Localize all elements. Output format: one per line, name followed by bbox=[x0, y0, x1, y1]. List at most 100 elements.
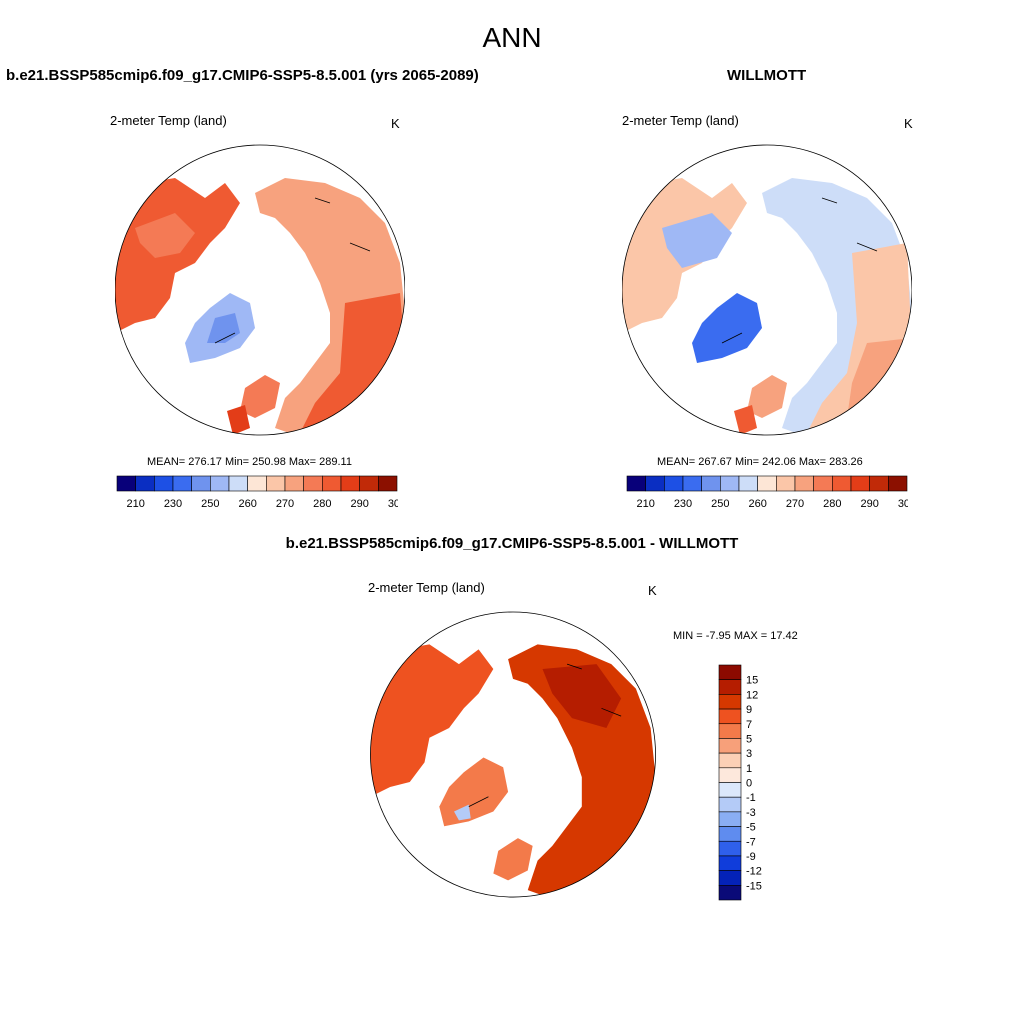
colorbar-tick-label: 1 bbox=[746, 763, 752, 775]
colorbar-box bbox=[626, 475, 646, 492]
colorbar-box bbox=[718, 708, 742, 725]
colorbar-tick-label: 230 bbox=[674, 498, 692, 510]
colorbar-box bbox=[718, 885, 742, 901]
diff-panel-polar-map bbox=[370, 611, 656, 898]
colorbar-box bbox=[303, 475, 323, 492]
colorbar-tick-label: 5 bbox=[746, 733, 752, 745]
colorbar-tick-label: 3 bbox=[746, 748, 752, 760]
panel-1-unit-label: K bbox=[391, 116, 400, 131]
colorbar-box bbox=[718, 870, 742, 886]
colorbar-tick-label: 0 bbox=[746, 778, 752, 790]
colorbar-tick-label: -15 bbox=[746, 880, 762, 892]
colorbar-box bbox=[718, 752, 742, 769]
colorbar-box bbox=[664, 475, 684, 492]
colorbar-box bbox=[359, 475, 379, 492]
colorbar-tick-label: 210 bbox=[126, 498, 144, 510]
colorbar-tick-label: 280 bbox=[823, 498, 841, 510]
colorbar-box bbox=[718, 840, 742, 857]
land-eurasia bbox=[508, 644, 656, 898]
panel-1-stats: MEAN= 276.17 Min= 250.98 Max= 289.11 bbox=[147, 456, 352, 468]
colorbar-box bbox=[266, 475, 286, 492]
colorbar-tick-label: 260 bbox=[238, 498, 256, 510]
colorbar-tick-label: -7 bbox=[746, 836, 756, 848]
colorbar-box bbox=[191, 475, 211, 492]
colorbar-box bbox=[757, 475, 777, 492]
colorbar-box bbox=[701, 475, 721, 492]
colorbar-tick-label: -3 bbox=[746, 807, 756, 819]
panel-1-polar-map bbox=[115, 144, 405, 436]
colorbar-tick-label: -9 bbox=[746, 851, 756, 863]
colorbar-tick-label: 300 bbox=[388, 498, 398, 510]
colorbar-tick-label: -1 bbox=[746, 792, 756, 804]
colorbar-box bbox=[718, 796, 742, 813]
diff-panel-heading: b.e21.BSSP585cmip6.f09_g17.CMIP6-SSP5-8.… bbox=[285, 535, 739, 552]
panel-1-heading: b.e21.BSSP585cmip6.f09_g17.CMIP6-SSP5-8.… bbox=[6, 67, 479, 84]
colorbar-box bbox=[718, 694, 742, 710]
colorbar-box bbox=[832, 475, 852, 492]
colorbar-box bbox=[718, 679, 742, 695]
colorbar-box bbox=[850, 475, 870, 492]
colorbar-box bbox=[154, 475, 174, 492]
panel-2-stats: MEAN= 267.67 Min= 242.06 Max= 283.26 bbox=[657, 456, 863, 468]
panel-2-colorbar: 210 230 250 260 270 280 290 300 bbox=[626, 475, 908, 510]
colorbar-box bbox=[228, 475, 248, 492]
colorbar-box bbox=[720, 475, 740, 492]
colorbar-box bbox=[718, 767, 742, 783]
panel-2-unit-label: K bbox=[904, 116, 913, 131]
colorbar-tick-label: 12 bbox=[746, 689, 758, 701]
colorbar-box bbox=[869, 475, 889, 492]
colorbar-box bbox=[682, 475, 702, 492]
colorbar-box bbox=[718, 855, 742, 871]
diff-panel-variable-label: 2-meter Temp (land) bbox=[368, 580, 485, 595]
colorbar-box bbox=[247, 475, 267, 492]
colorbar-tick-label: 300 bbox=[898, 498, 908, 510]
colorbar-box bbox=[718, 826, 742, 842]
colorbar-box bbox=[718, 811, 742, 827]
panel-1-variable-label: 2-meter Temp (land) bbox=[110, 113, 227, 128]
panel-2-heading: WILLMOTT bbox=[727, 67, 807, 84]
land-north-america bbox=[370, 644, 494, 797]
diff-panel-stats: MIN = -7.95 MAX = 17.42 bbox=[673, 630, 798, 642]
diff-colorbar: 15 12 9 7 5 3 1 0 -1 -3 -5 -7 -9 -12 -15 bbox=[718, 664, 762, 901]
colorbar-tick-label: 7 bbox=[746, 719, 752, 731]
colorbar-tick-label: 15 bbox=[746, 675, 758, 687]
colorbar-box bbox=[340, 475, 360, 492]
colorbar-box bbox=[718, 723, 742, 739]
colorbar-tick-label: 280 bbox=[313, 498, 331, 510]
colorbar-box bbox=[284, 475, 304, 492]
colorbar-tick-label: 290 bbox=[350, 498, 368, 510]
colorbar-tick-label: 270 bbox=[276, 498, 294, 510]
colorbar-tick-label: -5 bbox=[746, 822, 756, 834]
colorbar-tick-label: 260 bbox=[748, 498, 766, 510]
panel-2-polar-map bbox=[622, 144, 912, 436]
colorbar-box bbox=[172, 475, 192, 492]
colorbar-box bbox=[718, 664, 742, 680]
colorbar-box bbox=[210, 475, 230, 492]
colorbar-box bbox=[116, 475, 136, 492]
colorbar-tick-label: 270 bbox=[786, 498, 804, 510]
land-north-america bbox=[115, 178, 240, 333]
colorbar-tick-label: 250 bbox=[711, 498, 729, 510]
diff-panel-unit-label: K bbox=[648, 583, 657, 598]
colorbar-tick-label: 210 bbox=[636, 498, 654, 510]
colorbar-box bbox=[738, 475, 758, 492]
page-title: ANN bbox=[482, 22, 542, 53]
land-greenland bbox=[439, 757, 509, 827]
colorbar-box bbox=[776, 475, 796, 492]
colorbar-box bbox=[718, 738, 742, 754]
colorbar-tick-label: 9 bbox=[746, 704, 752, 716]
colorbar-tick-label: -12 bbox=[746, 866, 762, 878]
colorbar-box bbox=[794, 475, 814, 492]
colorbar-box bbox=[813, 475, 833, 492]
panel-2-variable-label: 2-meter Temp (land) bbox=[622, 113, 739, 128]
colorbar-tick-label: 290 bbox=[860, 498, 878, 510]
land-greenland bbox=[692, 293, 762, 363]
colorbar-box bbox=[718, 782, 742, 798]
colorbar-tick-label: 250 bbox=[201, 498, 219, 510]
colorbar-tick-label: 230 bbox=[164, 498, 182, 510]
colorbar-box bbox=[645, 475, 665, 492]
colorbar-box bbox=[888, 475, 908, 492]
panel-1-colorbar: 210 230 250 260 270 280 290 300 bbox=[116, 475, 398, 510]
colorbar-box bbox=[378, 475, 398, 492]
colorbar-box bbox=[322, 475, 342, 492]
